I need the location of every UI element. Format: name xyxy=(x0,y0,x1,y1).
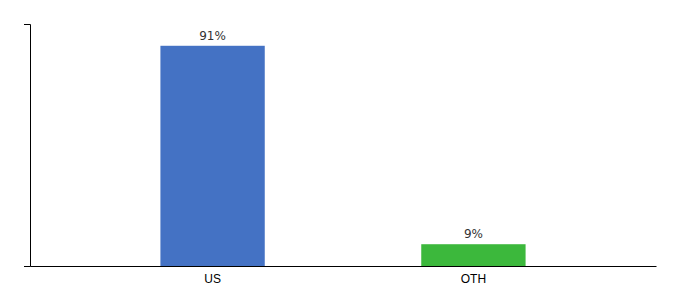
x-tick: OTH xyxy=(461,266,486,286)
data-label: 91% xyxy=(199,29,226,43)
x-tick-label: OTH xyxy=(461,272,486,286)
y-axis xyxy=(24,25,31,267)
chart: US OTH 91% 9% xyxy=(0,0,680,300)
data-labels: 91% 9% xyxy=(199,29,483,241)
x-tick-label: US xyxy=(204,272,221,286)
bars xyxy=(160,46,525,266)
y-axis-line xyxy=(24,25,31,267)
x-axis-line xyxy=(31,266,657,267)
x-tick: US xyxy=(204,266,221,286)
chart-container: US OTH 91% 9% xyxy=(0,0,680,300)
plot: US OTH 91% 9% xyxy=(24,25,657,286)
bar xyxy=(421,244,525,266)
data-label: 9% xyxy=(464,227,483,241)
bar xyxy=(160,46,264,266)
x-axis: US OTH xyxy=(31,266,657,286)
